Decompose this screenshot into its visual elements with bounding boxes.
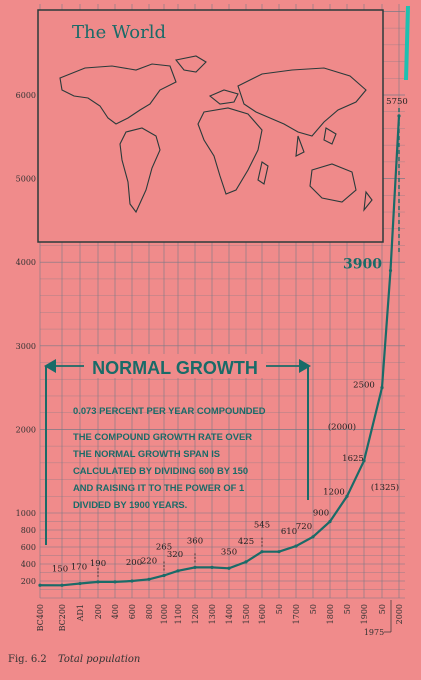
data-label: 220 (141, 556, 157, 566)
data-label: 5750 (386, 97, 408, 107)
note-rate: 0.073 PERCENT PER YEAR COMPOUNDED (73, 405, 266, 416)
growth-rate-note: 0.073 PERCENT PER YEAR COMPOUNDED THE CO… (73, 405, 266, 510)
population-curve (38, 5, 410, 587)
data-point (38, 583, 42, 587)
data-point (294, 544, 298, 548)
data-point (227, 566, 231, 570)
note-line-1: THE COMPOUND GROWTH RATE OVER (73, 431, 252, 442)
x-tick-label: 1600 (258, 604, 267, 624)
data-point (210, 565, 214, 570)
data-label: 425 (238, 537, 254, 547)
x-tick-label: 50 (275, 604, 284, 614)
x-tick-label: BC400 (36, 604, 45, 631)
data-label: 720 (296, 522, 312, 532)
x-tick-label: 50 (378, 604, 387, 614)
note-line-5: DIVIDED BY 1900 YEARS. (73, 499, 187, 510)
x-tick-label: 1800 (326, 604, 335, 624)
data-point (147, 577, 151, 581)
y-tick-label: 800 (21, 526, 36, 535)
data-label: 150 (52, 564, 68, 574)
inset-title: The World (72, 22, 166, 43)
data-point (176, 569, 180, 573)
y-tick-label: 600 (21, 543, 36, 552)
x-tick-label: 1000 (160, 604, 169, 624)
data-label: 360 (187, 536, 203, 546)
data-point (380, 386, 384, 390)
data-point (277, 550, 281, 554)
x-tick-label: 1500 (242, 604, 251, 624)
data-point (113, 580, 117, 584)
data-point (193, 565, 197, 570)
data-label: 265 (156, 543, 172, 553)
note-line-4: AND RAISING IT TO THE POWER OF 1 (73, 482, 244, 493)
normal-growth-banner: NORMAL GROWTH (44, 354, 311, 545)
world-map-inset: The World (37, 9, 384, 243)
data-label: 3900 (343, 257, 382, 273)
x-tick-label: AD1 (76, 604, 85, 622)
data-point (78, 581, 82, 586)
x-tick-label: BC200 (58, 604, 67, 631)
caption-label: Fig. 6.2 (8, 654, 47, 665)
note-line-3: CALCULATED BY DIVIDING 600 BY 150 (73, 465, 248, 476)
data-point (244, 560, 248, 564)
world-map-icon (59, 55, 373, 214)
data-label: 1200 (323, 487, 345, 497)
data-point (96, 580, 100, 584)
note-line-2: THE NORMAL GROWTH SPAN IS (73, 448, 220, 459)
data-point (130, 579, 134, 583)
y-tick-label: 2000 (16, 425, 36, 434)
data-label: 200 (126, 558, 142, 568)
figure-caption: Fig. 6.2 Total population (8, 654, 140, 665)
data-label: 610 (281, 527, 297, 537)
y-tick-label: 1000 (16, 509, 36, 518)
y-tick-label: 400 (21, 560, 36, 569)
x-tick-label: 50 (343, 604, 352, 614)
x-tick-label: 2000 (395, 604, 404, 624)
curve-continuation (404, 5, 410, 81)
y-tick-label: 200 (21, 577, 36, 586)
x-tick-label: 1200 (191, 604, 200, 624)
y-tick-label: 5000 (16, 175, 36, 184)
data-label: 900 (313, 509, 329, 519)
data-label: 1625 (342, 454, 364, 464)
data-label: 545 (254, 521, 270, 531)
y-tick-label: 3000 (16, 342, 36, 351)
data-point (362, 459, 366, 463)
data-point (162, 573, 166, 578)
x-tick-label: 1300 (208, 604, 217, 624)
data-label: 350 (221, 547, 237, 557)
x-tick-label: 1400 (225, 604, 234, 624)
x-tick-label: 400 (111, 604, 120, 619)
data-label: 2500 (353, 381, 375, 391)
axis-labels: 200 400 600 800 1000 2000 3000 4000 5000 6000 BC40… (16, 91, 404, 637)
x-tick-label: 800 (145, 604, 154, 619)
data-point (388, 268, 393, 273)
data-label: 170 (71, 563, 87, 573)
x-tick-label: 200 (94, 604, 103, 619)
x-tick-label: 1100 (174, 604, 183, 624)
data-label: 190 (90, 559, 106, 569)
y-tick-label: 4000 (16, 258, 36, 267)
data-point (260, 550, 264, 554)
caption-text: Total population (58, 654, 140, 665)
x-tick-label: 1900 (360, 604, 369, 624)
data-point (311, 535, 315, 539)
data-point (345, 494, 349, 498)
y-tick-label: 6000 (16, 91, 36, 100)
x-tick-label: 50 (309, 604, 318, 614)
x-extra-label: 1975 (364, 628, 384, 637)
data-label: (2000) (328, 421, 356, 432)
data-point (60, 583, 64, 587)
data-point (328, 519, 332, 524)
data-label: 320 (167, 550, 183, 560)
x-tick-label: 1700 (292, 604, 301, 624)
banner-label: NORMAL GROWTH (92, 358, 258, 378)
data-label: (1325) (371, 482, 399, 493)
x-tick-label: 600 (128, 604, 137, 619)
